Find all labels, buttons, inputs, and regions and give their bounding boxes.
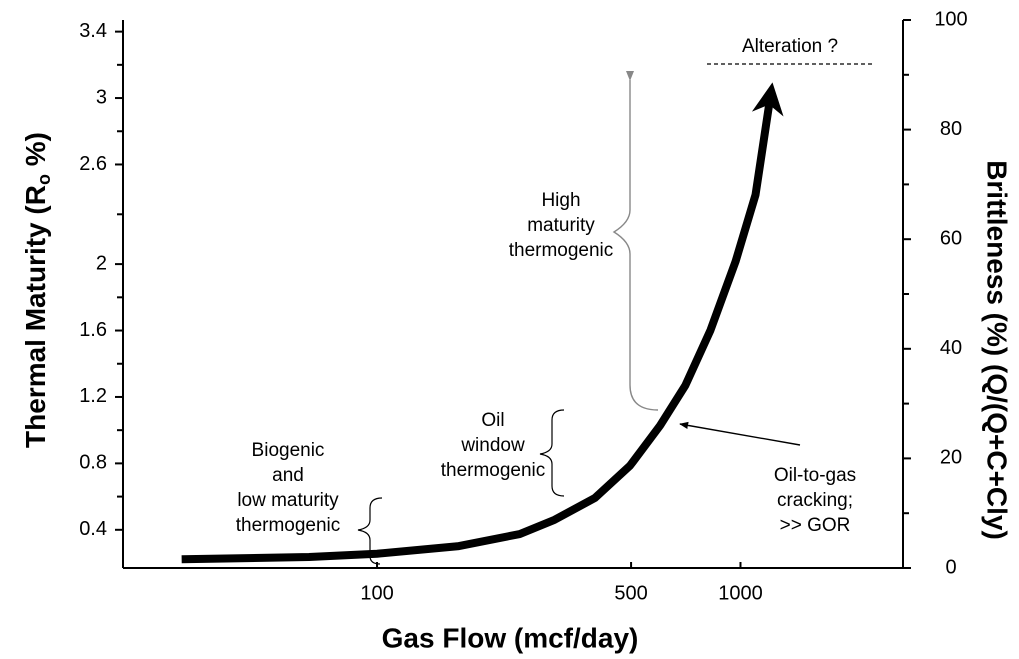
annotation: window [460,435,525,456]
y2-tick-label: 80 [940,118,962,140]
y2-tick-label: 0 [945,556,956,578]
y2-tick-label: 100 [934,8,967,30]
y2-tick-label: 20 [940,447,962,469]
y-tick-label: 1.6 [79,319,107,341]
annotation: High [541,190,580,211]
annotation: thermogenic [236,515,341,536]
y-tick-label: 2.6 [79,153,107,175]
y-tick-label: 0.8 [79,452,107,474]
y-tick-label: 1.2 [79,385,107,407]
y-tick-label: 3 [96,86,107,108]
y-axis-title: Thermal Maturity (Ro %) [20,132,53,448]
annotation: thermogenic [509,240,614,261]
annotation: low maturity [237,490,339,511]
brace-oil-window [539,409,565,497]
x-axis-title: Gas Flow (mcf/day) [382,622,639,653]
y2-tick-label: 60 [940,227,962,249]
x-tick-label: 100 [360,582,393,604]
x-tick-label: 500 [614,582,647,604]
annotation: Oil-to-gas [774,465,856,486]
y2-axis-title: Brittleness (%) (Q/(Q+C+Cly) [982,160,1013,540]
y-title-part: Thermal Maturity (R [20,185,51,448]
annotation: Alteration ? [742,36,838,57]
y-tick-label: 0.4 [79,518,107,540]
annotation: maturity [527,215,595,236]
y2-tick-label: 40 [940,337,962,359]
y-tick-label: 2 [96,252,107,274]
curve [181,82,784,564]
y-title-sub: o [34,174,54,185]
annotation: cracking; [777,490,853,511]
annotation: >> GOR [780,515,851,536]
x-tick-label: 1000 [718,582,763,604]
y-title-part: %) [20,132,51,174]
brace-high-maturity [612,71,659,411]
cracking-pointer [679,421,801,446]
annotation: Oil [481,410,504,431]
annotation: and [272,465,304,486]
y-tick-label: 3.4 [79,20,107,42]
annotation: Biogenic [252,440,325,461]
brace-biogenic [357,497,383,565]
annotation: thermogenic [441,460,546,481]
